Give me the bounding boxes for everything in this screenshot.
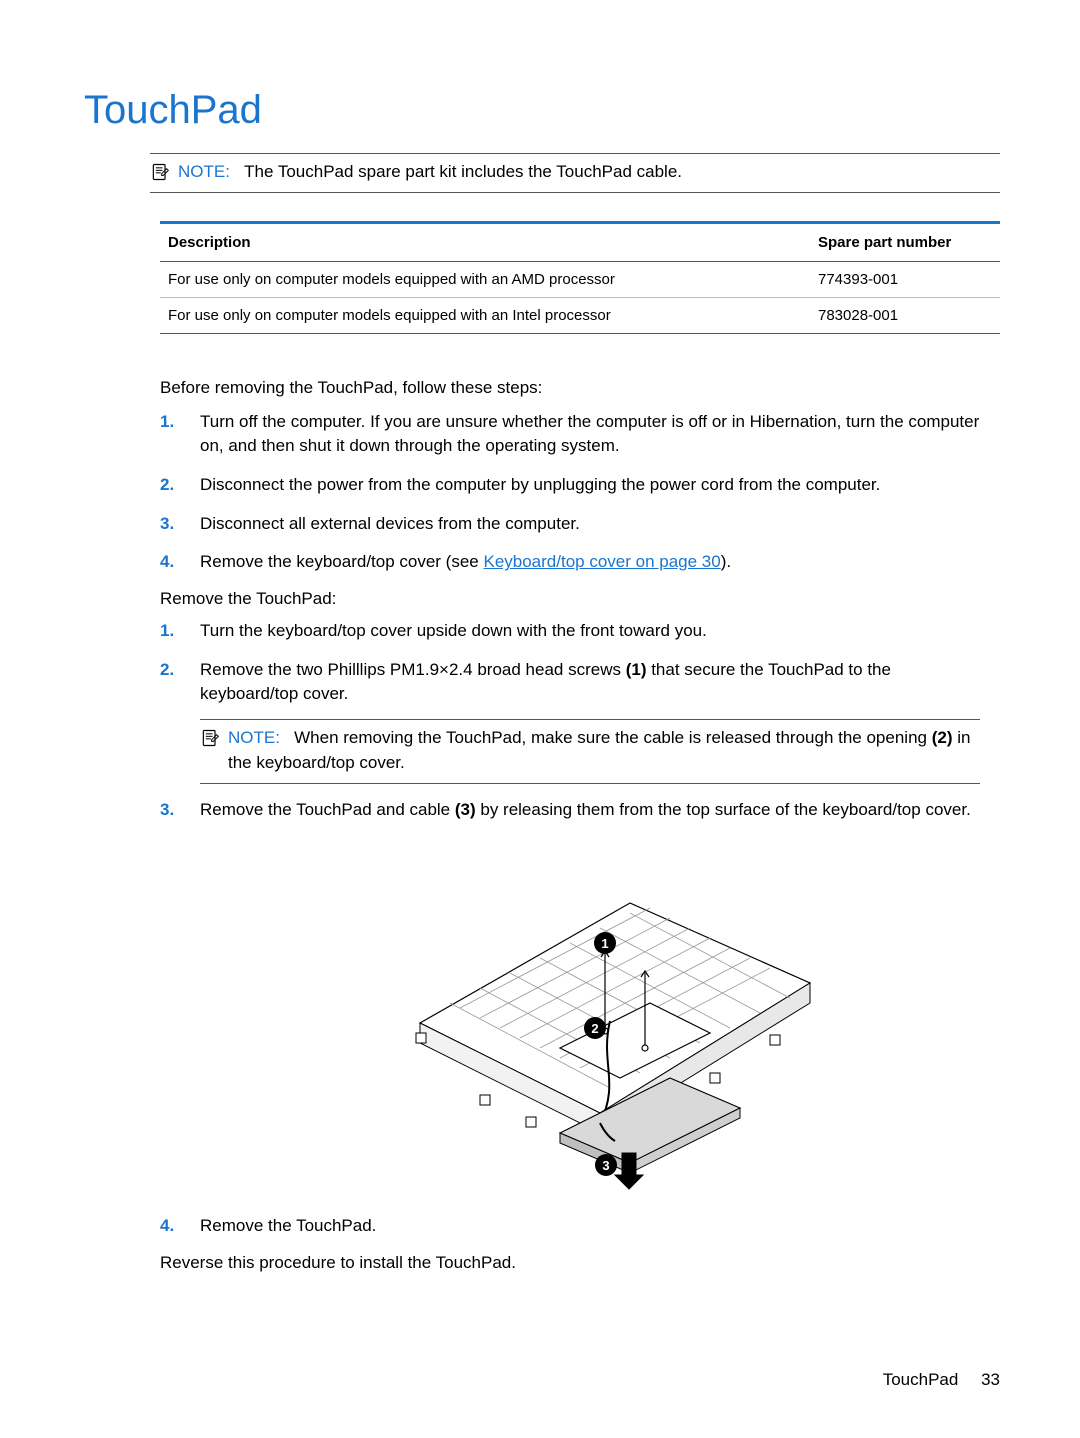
step-text: Turn the keyboard/top cover upside down … bbox=[200, 621, 707, 640]
step-text: Remove the two Philllips PM1.9×2.4 broad… bbox=[200, 660, 626, 679]
list-item: Remove the keyboard/top cover (see Keybo… bbox=[160, 550, 980, 575]
list-item: Disconnect all external devices from the… bbox=[160, 512, 980, 537]
callout-ref: (3) bbox=[455, 800, 476, 819]
list-item: Turn off the computer. If you are unsure… bbox=[160, 410, 980, 459]
touchpad-removal-diagram: 1 2 3 bbox=[350, 833, 830, 1193]
note-body: The TouchPad spare part kit includes the… bbox=[244, 162, 682, 181]
step-text: by releasing them from the top surface o… bbox=[476, 800, 971, 819]
note-text: NOTE: The TouchPad spare part kit includ… bbox=[178, 160, 682, 184]
note-text: NOTE: When removing the TouchPad, make s… bbox=[228, 726, 980, 775]
cell-spn: 774393-001 bbox=[810, 261, 1000, 297]
step-text: Disconnect the power from the computer b… bbox=[200, 475, 880, 494]
note-icon bbox=[200, 728, 220, 748]
note-block-inner: NOTE: When removing the TouchPad, make s… bbox=[200, 719, 980, 784]
list-item: Remove the TouchPad and cable (3) by rel… bbox=[160, 798, 980, 1200]
prep-steps-list: Turn off the computer. If you are unsure… bbox=[160, 410, 1000, 575]
cell-desc: For use only on computer models equipped… bbox=[160, 297, 810, 333]
list-item: Turn the keyboard/top cover upside down … bbox=[160, 619, 980, 644]
note-label: NOTE: bbox=[228, 728, 280, 747]
callout-1: 1 bbox=[601, 936, 608, 951]
footer-section: TouchPad bbox=[883, 1370, 959, 1389]
cell-spn: 783028-001 bbox=[810, 297, 1000, 333]
col-description: Description bbox=[160, 222, 810, 261]
callout-ref: (1) bbox=[626, 660, 647, 679]
step-text: Remove the TouchPad. bbox=[200, 1216, 376, 1235]
step-text: Turn off the computer. If you are unsure… bbox=[200, 412, 979, 456]
list-item: Remove the two Philllips PM1.9×2.4 broad… bbox=[160, 658, 980, 785]
intro-remove-touchpad: Remove the TouchPad: bbox=[160, 589, 1000, 609]
callout-ref: (2) bbox=[932, 728, 953, 747]
note-block-top: NOTE: The TouchPad spare part kit includ… bbox=[150, 153, 1000, 193]
page-footer: TouchPad 33 bbox=[883, 1370, 1000, 1390]
step-text: Disconnect all external devices from the… bbox=[200, 514, 580, 533]
table-row: For use only on computer models equipped… bbox=[160, 261, 1000, 297]
page-title: TouchPad bbox=[84, 88, 1000, 133]
note-label: NOTE: bbox=[178, 162, 230, 181]
note-body: When removing the TouchPad, make sure th… bbox=[294, 728, 932, 747]
callout-3: 3 bbox=[602, 1158, 609, 1173]
footer-page-number: 33 bbox=[981, 1370, 1000, 1389]
note-icon bbox=[150, 162, 170, 182]
table-row: For use only on computer models equipped… bbox=[160, 297, 1000, 333]
page: TouchPad NOTE: The TouchPad spare part k… bbox=[0, 0, 1080, 1438]
step-text: Remove the keyboard/top cover (see bbox=[200, 552, 483, 571]
spare-parts-table: Description Spare part number For use on… bbox=[160, 221, 1000, 334]
callout-2: 2 bbox=[591, 1021, 598, 1036]
diagram-container: 1 2 3 bbox=[200, 833, 980, 1201]
reverse-procedure-text: Reverse this procedure to install the To… bbox=[160, 1253, 1000, 1273]
cell-desc: For use only on computer models equipped… bbox=[160, 261, 810, 297]
list-item: Remove the TouchPad. bbox=[160, 1214, 980, 1239]
step-text: Remove the TouchPad and cable bbox=[200, 800, 455, 819]
list-item: Disconnect the power from the computer b… bbox=[160, 473, 980, 498]
removal-steps-list: Turn the keyboard/top cover upside down … bbox=[160, 619, 1000, 1239]
step-text: ). bbox=[721, 552, 731, 571]
keyboard-top-cover-link[interactable]: Keyboard/top cover on page 30 bbox=[483, 552, 720, 571]
col-spare-part-number: Spare part number bbox=[810, 222, 1000, 261]
intro-before-removing: Before removing the TouchPad, follow the… bbox=[160, 378, 1000, 398]
